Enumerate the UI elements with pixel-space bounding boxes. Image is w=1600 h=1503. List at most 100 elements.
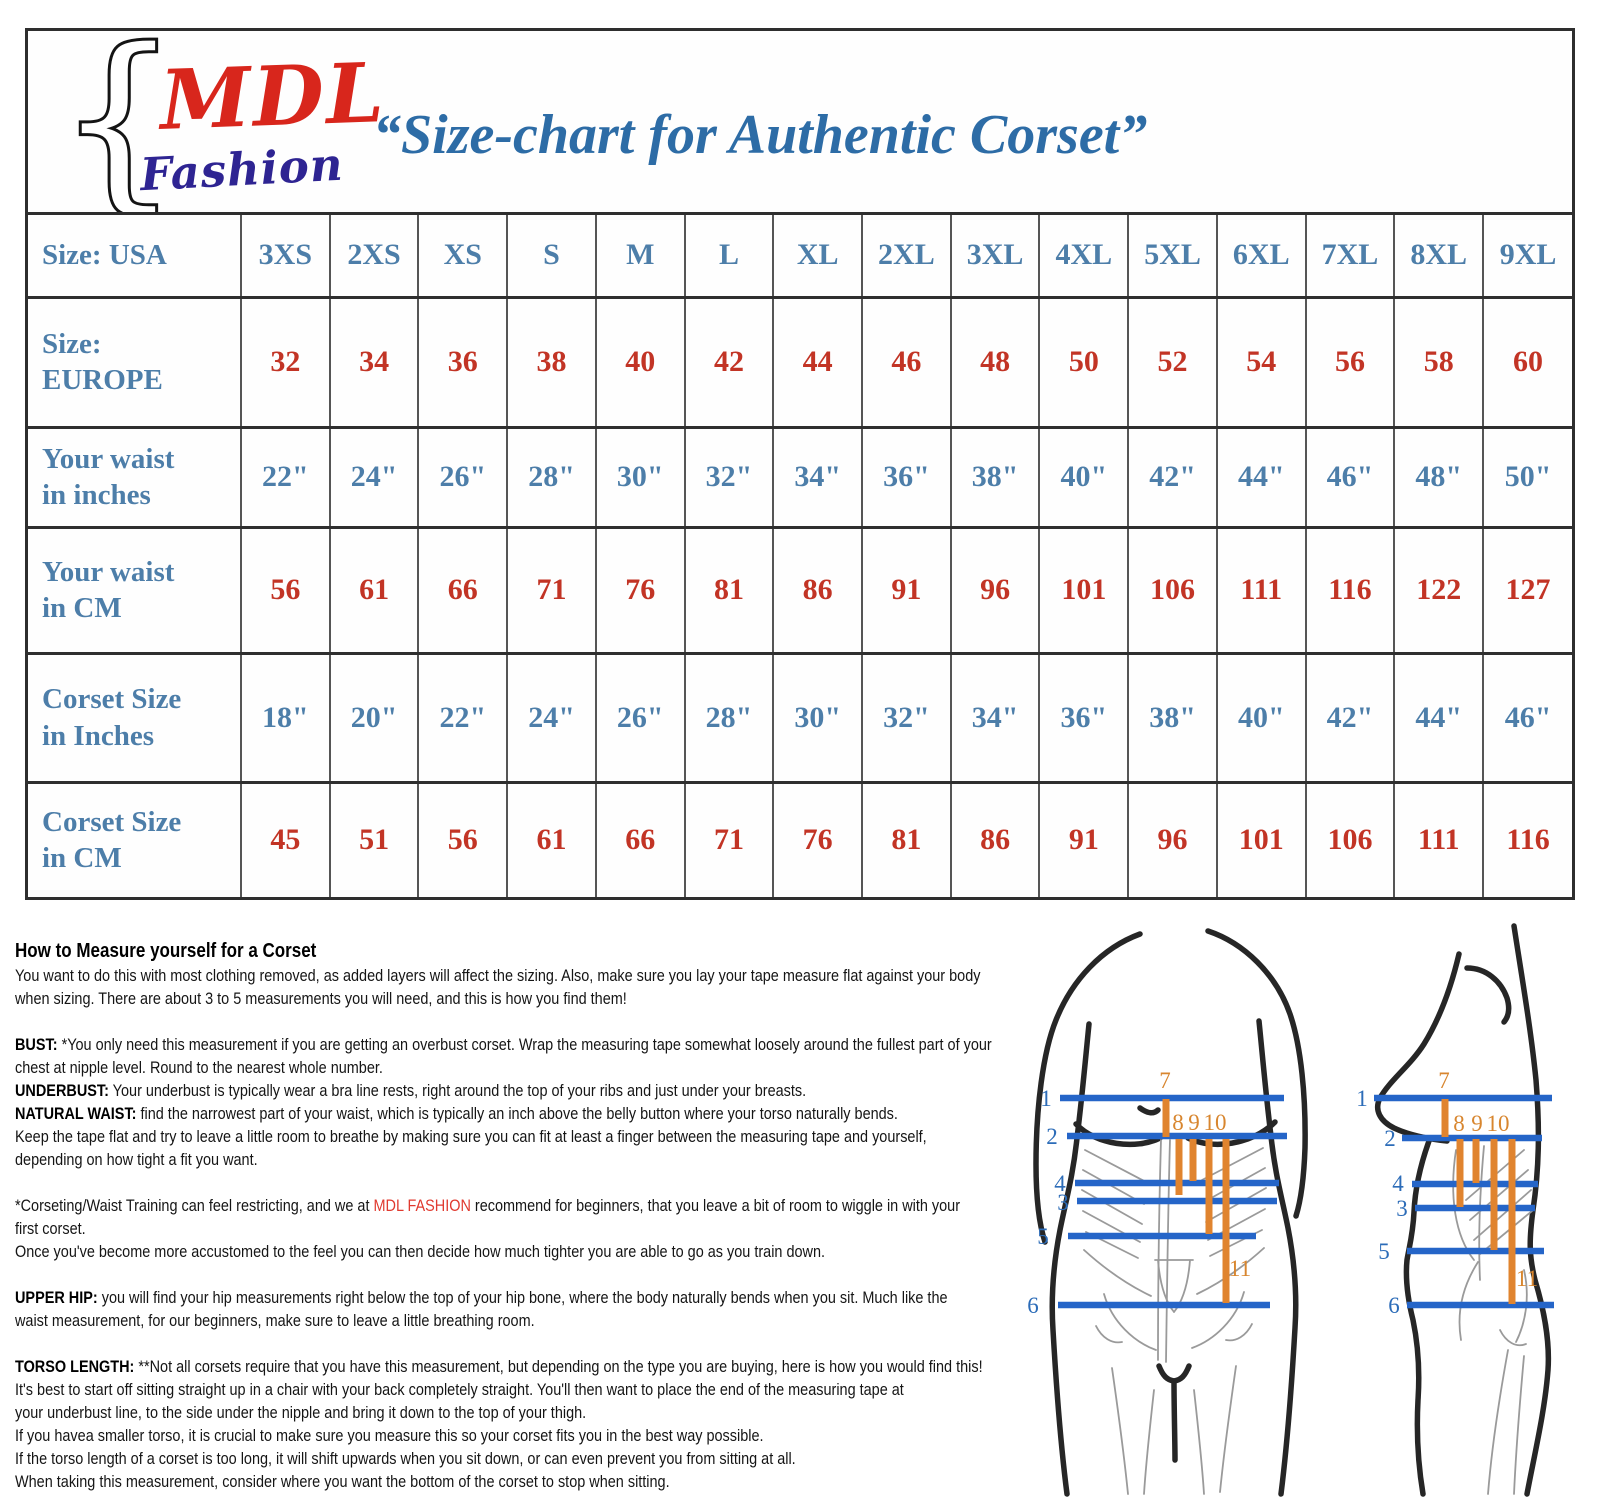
bust-text: *You only need this measurement if you a… — [15, 1035, 992, 1077]
size-value-cell: 34" — [949, 653, 1040, 782]
size-value-cell: 44 — [772, 297, 863, 427]
size-value-cell: 9XL — [1482, 215, 1572, 297]
natural-waist-text: find the narrowest part of your waist, w… — [15, 1104, 927, 1169]
side-body-diagram: 1 2 4 3 5 6 7 8 9 10 11 — [1356, 923, 1554, 1497]
front-body-outline — [1033, 928, 1308, 1497]
side-label-4: 4 — [1392, 1171, 1404, 1196]
front-vertical-measure-lines — [1162, 1099, 1230, 1303]
size-row-label: Corset Size in Inches — [42, 683, 182, 752]
size-value-cell: 24" — [328, 427, 419, 527]
size-value-cell: 71 — [683, 782, 774, 897]
size-value-cell: S — [506, 215, 596, 297]
size-value-cell: 32" — [861, 653, 951, 782]
size-value-cell: 116 — [1304, 527, 1395, 653]
size-value-cell: 58 — [1393, 297, 1484, 427]
size-value-cell: 32" — [683, 427, 774, 527]
size-value-cell: 76 — [594, 527, 685, 653]
page-title: “Size-chart for Authentic Corset” — [373, 104, 1148, 166]
side-label-7: 7 — [1438, 1068, 1450, 1093]
size-row-label: Your waist in CM — [42, 555, 175, 624]
torso-length-label: TORSO LENGTH: — [15, 1357, 135, 1376]
leather-brace-logo-icon: { — [56, 37, 161, 212]
front-label-2: 2 — [1046, 1124, 1058, 1149]
size-value-cell: 51 — [328, 782, 419, 897]
natural-waist-label: NATURAL WAIST: — [15, 1104, 137, 1123]
size-value-cell: 106 — [1127, 527, 1217, 653]
front-measure-number-labels: 1 2 4 3 5 6 7 8 9 10 11 — [1027, 1068, 1251, 1318]
size-value-cell: 36 — [417, 297, 508, 427]
size-value-cell: 56 — [240, 527, 330, 653]
front-label-5: 5 — [1037, 1224, 1049, 1249]
size-value-cell: 48" — [1393, 427, 1484, 527]
side-measure-number-labels: 1 2 4 3 5 6 7 8 9 10 11 — [1356, 1068, 1538, 1318]
size-value-cell: XL — [772, 215, 863, 297]
side-label-11: 11 — [1516, 1266, 1538, 1291]
size-value-cell: L — [683, 215, 774, 297]
size-value-cell: XS — [417, 215, 508, 297]
side-horizontal-measure-lines — [1374, 1094, 1554, 1309]
svg-text:{: { — [58, 37, 161, 212]
size-value-cell: 48 — [949, 297, 1040, 427]
guide-natural-waist: NATURAL WAIST: find the narrowest part o… — [15, 1102, 1154, 1171]
brand-subname: Fashion — [138, 137, 345, 202]
size-row-label: Size: EUROPE — [42, 327, 163, 396]
guide-intro: You want to do this with most clothing r… — [15, 966, 981, 1008]
size-table-row: Your waist in inches 22" 24" 26" 28" 30" 32" 34… — [28, 427, 1572, 527]
size-value-cell: 71 — [506, 527, 596, 653]
guide-corseting-note: *Corseting/Waist Training can feel restr… — [15, 1194, 1154, 1263]
guide-torso-length: TORSO LENGTH: **Not all corsets require … — [15, 1355, 1154, 1493]
size-value-cell: 54 — [1215, 297, 1306, 427]
size-value-cell: 2XL — [861, 215, 951, 297]
size-value-cell: 42" — [1127, 427, 1217, 527]
size-value-cell: 20" — [328, 653, 419, 782]
size-value-cell: 116 — [1482, 782, 1572, 897]
size-table-row: Corset Size in Inches 18" 20" 22" 24" 26" 28" 3… — [28, 653, 1572, 782]
size-value-cell: 30" — [772, 653, 863, 782]
size-value-cell: 8XL — [1393, 215, 1484, 297]
size-value-cell: 91 — [1038, 782, 1129, 897]
size-value-cell: 50 — [1038, 297, 1129, 427]
front-label-8: 8 — [1172, 1110, 1184, 1135]
underbust-text: Your underbust is typically wear a bra l… — [108, 1081, 807, 1100]
size-value-cell: 32 — [240, 297, 330, 427]
front-label-11: 11 — [1229, 1256, 1251, 1281]
size-value-cell: 6XL — [1215, 215, 1306, 297]
side-label-5: 5 — [1378, 1239, 1390, 1264]
side-label-9: 9 — [1471, 1111, 1483, 1136]
size-table: Size: USA 3XS 2XS XS S M L XL 2XL 3XL 4XL 5XL 6XL 7XL… — [28, 215, 1572, 897]
size-row-label: Size: USA — [42, 239, 167, 272]
size-table-row: Size: USA 3XS 2XS XS S M L XL 2XL 3XL 4XL 5XL 6XL 7XL… — [28, 215, 1572, 297]
front-label-3: 3 — [1057, 1190, 1069, 1215]
size-value-cell: 40" — [1038, 427, 1129, 527]
size-value-cell: 101 — [1038, 527, 1129, 653]
size-value-cell: 86 — [772, 527, 863, 653]
front-label-1: 1 — [1040, 1086, 1052, 1111]
side-label-2: 2 — [1384, 1126, 1396, 1151]
size-table-row: Corset Size in CM 45 51 56 61 66 71 76 81 86 91 96 1… — [28, 782, 1572, 897]
size-value-cell: 3XL — [949, 215, 1040, 297]
size-value-cell: 96 — [1127, 782, 1217, 897]
size-value-cell: 28" — [506, 427, 596, 527]
size-table-body: Size: USA 3XS 2XS XS S M L XL 2XL 3XL 4XL 5XL 6XL 7XL… — [28, 215, 1572, 897]
side-label-6: 6 — [1388, 1293, 1400, 1318]
size-row-label: Your waist in inches — [42, 442, 175, 511]
size-value-cell: 4XL — [1038, 215, 1129, 297]
side-label-10: 10 — [1487, 1111, 1510, 1136]
size-value-cell: 28" — [683, 653, 774, 782]
size-value-cell: 101 — [1215, 782, 1306, 897]
size-value-cell: 60 — [1482, 297, 1572, 427]
front-label-6: 6 — [1027, 1293, 1039, 1318]
size-value-cell: 91 — [861, 527, 951, 653]
guide-upper-hip: UPPER HIP: you will find your hip measur… — [15, 1286, 1154, 1332]
size-value-cell: 38" — [949, 427, 1040, 527]
size-value-cell: 38 — [506, 297, 596, 427]
measuring-guide: How to Measure yourself for a Corset You… — [15, 938, 1154, 1493]
size-value-cell: 46 — [861, 297, 951, 427]
size-value-cell: 66 — [417, 527, 508, 653]
size-value-cell: 36" — [1038, 653, 1129, 782]
size-value-cell: 122 — [1393, 527, 1484, 653]
front-label-4: 4 — [1054, 1171, 1066, 1196]
side-label-8: 8 — [1453, 1111, 1465, 1136]
side-label-3: 3 — [1396, 1196, 1408, 1221]
guide-heading: How to Measure yourself for a Corset — [15, 940, 317, 962]
